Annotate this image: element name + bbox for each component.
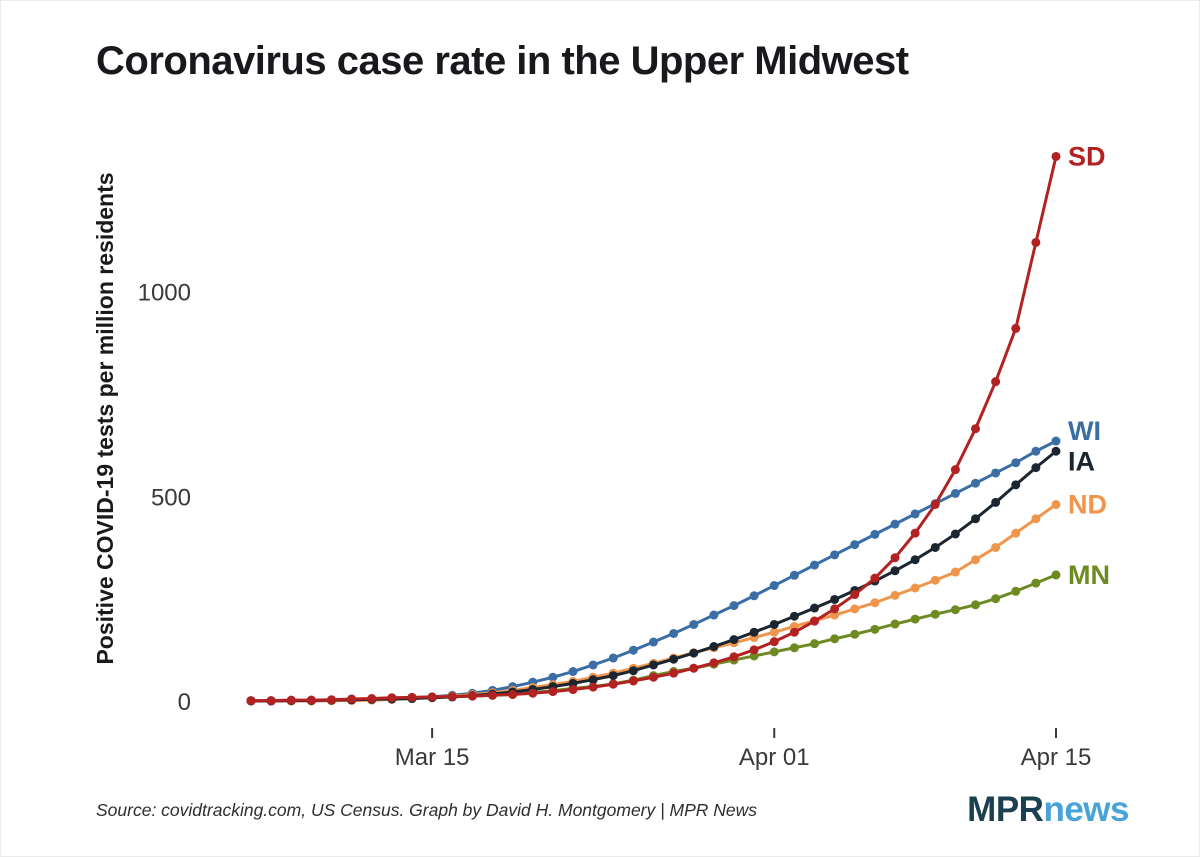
series-label-sd: SD (1068, 141, 1106, 171)
mpr-news-logo: MPRnews (967, 790, 1129, 830)
series-dots-sd (246, 151, 1061, 706)
y-tick-label: 0 (178, 689, 191, 716)
series-line-sd (251, 156, 1058, 703)
x-tick-label: Apr 01 (739, 744, 810, 771)
series-dots-ia (246, 446, 1061, 706)
chart-canvas: 0 500 1000 Mar 15 Apr 01 Apr 15 Positive COVID… (92, 141, 1110, 771)
x-tick-label: Mar 15 (395, 744, 470, 771)
series-label-mn: MN (1068, 560, 1110, 590)
chart-footer: Source: covidtracking.com, US Census. Gr… (96, 790, 1129, 830)
y-tick-label: 1000 (138, 280, 191, 307)
series-label-nd: ND (1068, 489, 1107, 519)
y-axis-title: Positive COVID-19 tests per million resi… (92, 172, 118, 664)
series-label-ia: IA (1068, 446, 1095, 476)
series-label-wi: WI (1068, 416, 1101, 446)
y-tick-label: 500 (151, 484, 191, 511)
mpr-logo-news: news (1043, 790, 1129, 829)
source-attribution: Source: covidtracking.com, US Census. Gr… (96, 799, 758, 820)
x-tick-label: Apr 15 (1021, 744, 1092, 771)
chart-title: Coronavirus case rate in the Upper Midwe… (96, 39, 909, 83)
mpr-logo-mpr: MPR (967, 790, 1044, 829)
